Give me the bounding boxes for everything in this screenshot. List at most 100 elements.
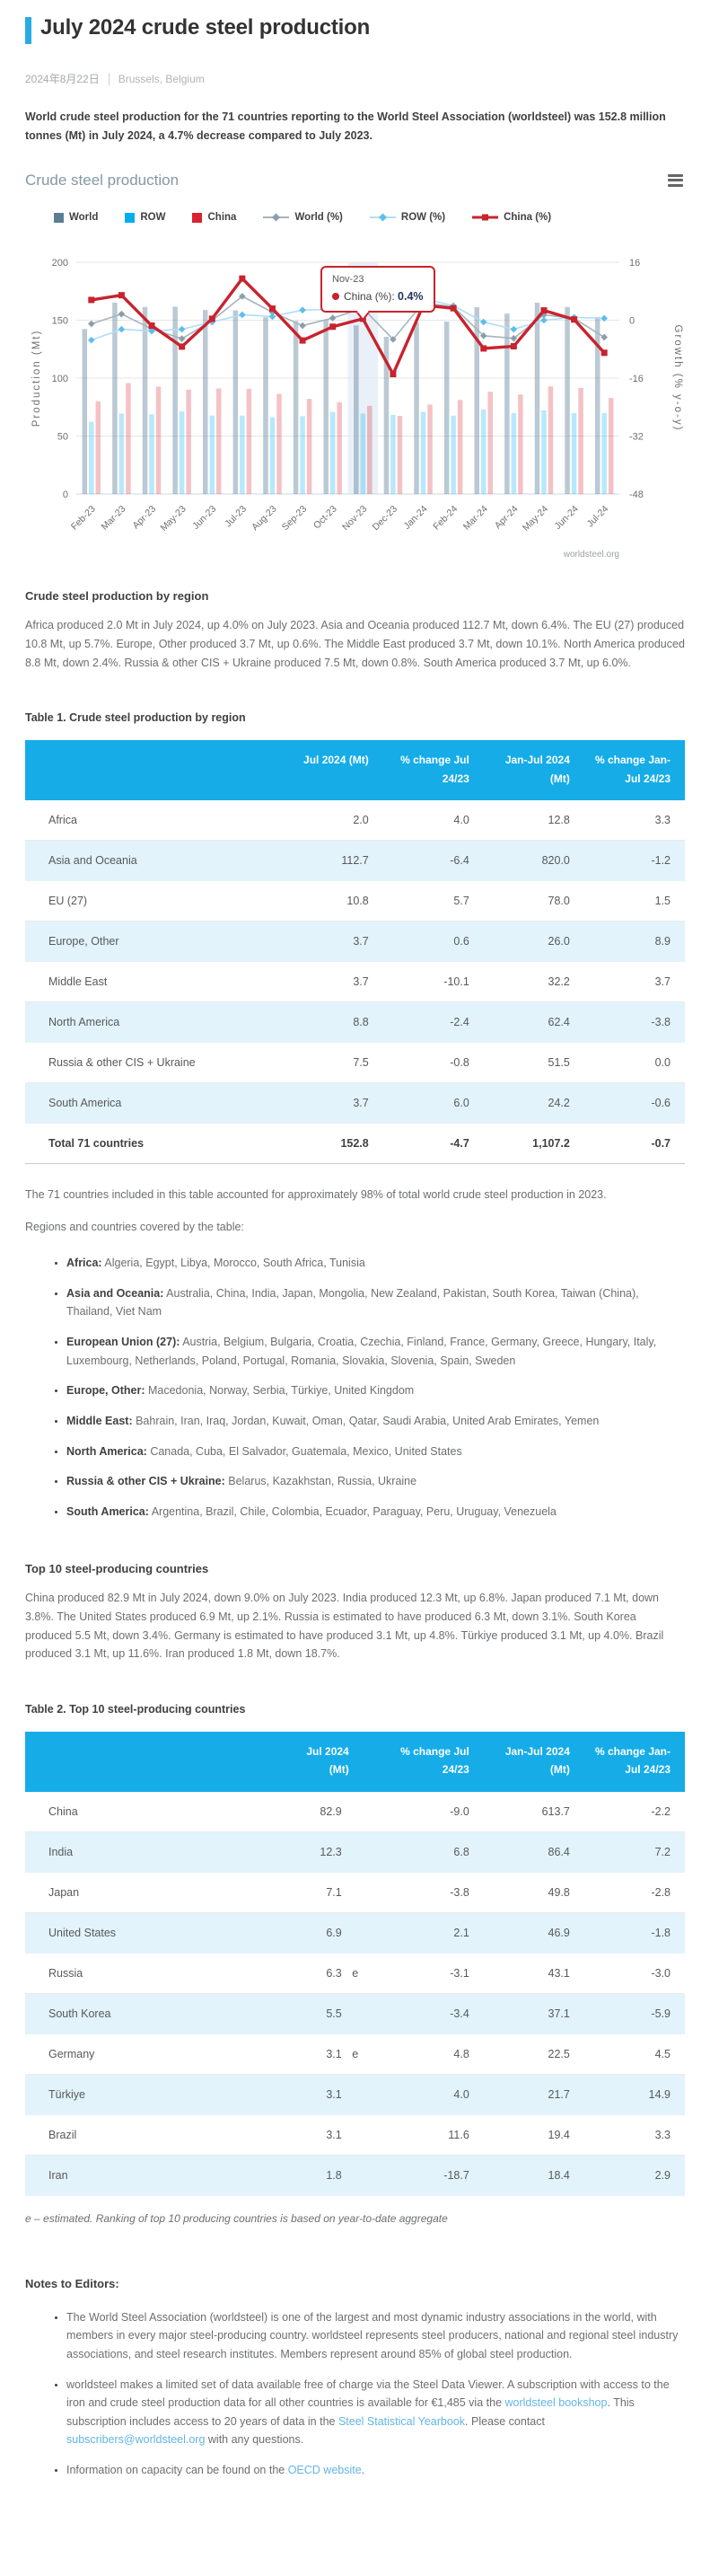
- cell: Germany: [25, 2033, 283, 2075]
- estimated-flag: [342, 1927, 369, 1939]
- cell: 2.9: [583, 2155, 685, 2196]
- legend-item-china-pct[interactable]: China (%): [472, 212, 551, 223]
- cell: -2.4: [382, 1001, 484, 1043]
- region-list-item: Middle East: Bahrain, Iran, Iraq, Jordan…: [66, 1412, 685, 1431]
- cell: 152.8: [282, 1122, 383, 1164]
- svg-text:Nov-23: Nov-23: [340, 504, 370, 534]
- legend-item-china[interactable]: China: [192, 212, 236, 223]
- svg-text:Growth (% y-o-y): Growth (% y-o-y): [672, 325, 683, 432]
- legend-item-row-pct[interactable]: ROW (%): [369, 212, 445, 223]
- cell: -9.0: [382, 1791, 484, 1832]
- svg-text:Jun-24: Jun-24: [553, 504, 581, 532]
- cell: 8.9: [583, 921, 685, 962]
- cell: 613.7: [483, 1791, 584, 1832]
- table2-caption: Table 2. Top 10 steel-producing countrie…: [25, 1702, 246, 1716]
- legend-item-world[interactable]: World: [54, 212, 98, 223]
- publish-date: 2024年8月22日: [25, 73, 100, 85]
- legend-line-marker: [369, 213, 396, 222]
- cell: 3.1: [282, 2074, 383, 2115]
- table1-row: Europe, Other 3.7 0.6 26.0 8.9: [25, 921, 685, 962]
- cell: 37.1: [483, 1993, 584, 2034]
- estimated-flag: e: [352, 2047, 359, 2060]
- table2-header-cell: [25, 1731, 283, 1792]
- cell: 3.1: [282, 2114, 383, 2156]
- cell: 86.4: [483, 1831, 584, 1873]
- svg-text:16: 16: [629, 258, 640, 269]
- legend-line-marker: [472, 214, 499, 221]
- svg-text:May-23: May-23: [159, 504, 188, 534]
- svg-text:Feb-24: Feb-24: [431, 504, 460, 533]
- cell: 24.2: [483, 1082, 584, 1124]
- cell: 3.7: [282, 921, 383, 962]
- line-series-china: [88, 275, 608, 378]
- cell: South Korea: [25, 1993, 283, 2034]
- estimated-flag: [342, 2088, 369, 2101]
- cell: 820.0: [483, 840, 584, 881]
- inline-link[interactable]: Steel Statistical Yearbook: [337, 2414, 466, 2428]
- svg-text:100: 100: [52, 374, 68, 384]
- table1-row: Russia & other CIS + Ukraine 7.5 -0.8 51.5 0…: [25, 1042, 685, 1083]
- svg-text:-16: -16: [629, 374, 644, 384]
- cell: China: [25, 1791, 283, 1832]
- inline-link[interactable]: OECD website: [287, 2464, 362, 2477]
- intro-paragraph: World crude steel production for the 71 …: [25, 110, 666, 142]
- cell: 26.0: [483, 921, 584, 962]
- legend-item-world-pct[interactable]: World (%): [263, 212, 343, 223]
- cell: India: [25, 1831, 283, 1873]
- chart-title: Crude steel production: [25, 171, 180, 189]
- cell: 1,107.2: [483, 1122, 584, 1164]
- table2-row: Brazil 3.1 11.6 19.4 3.3: [25, 2114, 685, 2156]
- cell: -4.7: [382, 1122, 484, 1164]
- svg-text:Jul-24: Jul-24: [585, 504, 611, 530]
- press-release-page: July 2024 crude steel production 2024年8月…: [25, 14, 685, 2480]
- svg-text:Sep-23: Sep-23: [280, 504, 310, 534]
- table2-row: China 82.9 -9.0 613.7 -2.2: [25, 1791, 685, 1832]
- table2-top10: Jul 2024 (Mt)% change Jul 24/23 Jan-Jul 2…: [25, 1731, 685, 2196]
- table2-row: Türkiye 3.1 4.0 21.7 14.9: [25, 2074, 685, 2115]
- cell: United States: [25, 1912, 283, 1954]
- cell: 5.7: [382, 880, 484, 922]
- cell: 1.8: [282, 2155, 383, 2196]
- cell: Iran: [25, 2155, 283, 2196]
- cell: 4.5: [583, 2033, 685, 2075]
- svg-text:May-24: May-24: [521, 504, 550, 534]
- table2-header-cell: % change Jan-Jul 24/23: [583, 1731, 685, 1792]
- cell: -3.0: [583, 1953, 685, 1994]
- inline-link[interactable]: worldsteel bookshop: [504, 2396, 608, 2410]
- table1-total-row: Total 71 countries 152.8 -4.7 1,107.2 -0.7: [25, 1122, 685, 1164]
- chart-canvas[interactable]: 0 50 100 150 200 16 0 -16 -32 -48 Production (Mt) G…: [25, 228, 685, 562]
- svg-text:Feb-23: Feb-23: [69, 504, 98, 533]
- cell: 32.2: [483, 961, 584, 1002]
- bar-series-group: [82, 303, 614, 495]
- region-list-item: Asia and Oceania: Australia, China, Indi…: [66, 1284, 685, 1321]
- table1-row: EU (27) 10.8 5.7 78.0 1.5: [25, 880, 685, 922]
- publish-location: Brussels, Belgium: [108, 72, 205, 85]
- legend-item-row[interactable]: ROW: [125, 212, 165, 223]
- chart-menu-icon[interactable]: [666, 170, 685, 190]
- table1-row: Asia and Oceania 112.7 -6.4 820.0 -1.2: [25, 840, 685, 881]
- table2-row: United States 6.9 2.1 46.9 -1.8: [25, 1912, 685, 1954]
- editor-note-item: Information on capacity can be found on …: [66, 2461, 685, 2480]
- chart-watermark: worldsteel.org: [563, 550, 619, 560]
- page-header: July 2024 crude steel production 2024年8月…: [25, 14, 685, 86]
- chart-tooltip: [320, 266, 435, 322]
- cell: Europe, Other: [25, 921, 283, 962]
- cell: 14.9: [583, 2074, 685, 2115]
- cell: -0.7: [583, 1122, 685, 1164]
- cell: Russia: [25, 1953, 283, 1994]
- estimated-flag: [342, 1886, 369, 1899]
- svg-text:Mar-24: Mar-24: [461, 504, 490, 533]
- top10-body: China produced 82.9 Mt in July 2024, dow…: [25, 1592, 664, 1661]
- cell: 4.8: [382, 2033, 484, 2075]
- cell: 7.5: [282, 1042, 383, 1083]
- inline-link[interactable]: subscribers@worldsteel.org: [66, 2433, 206, 2447]
- svg-text:Aug-23: Aug-23: [250, 504, 279, 534]
- svg-text:150: 150: [52, 316, 68, 327]
- cell: -2.2: [583, 1791, 685, 1832]
- svg-text:-48: -48: [629, 490, 644, 500]
- cell: -3.4: [382, 1993, 484, 2034]
- cell: -10.1: [382, 961, 484, 1002]
- table2-row: Russia 6.3 e -3.1 43.1 -3.0: [25, 1953, 685, 1994]
- cell: -18.7: [382, 2155, 484, 2196]
- legend-line-marker: [263, 213, 290, 222]
